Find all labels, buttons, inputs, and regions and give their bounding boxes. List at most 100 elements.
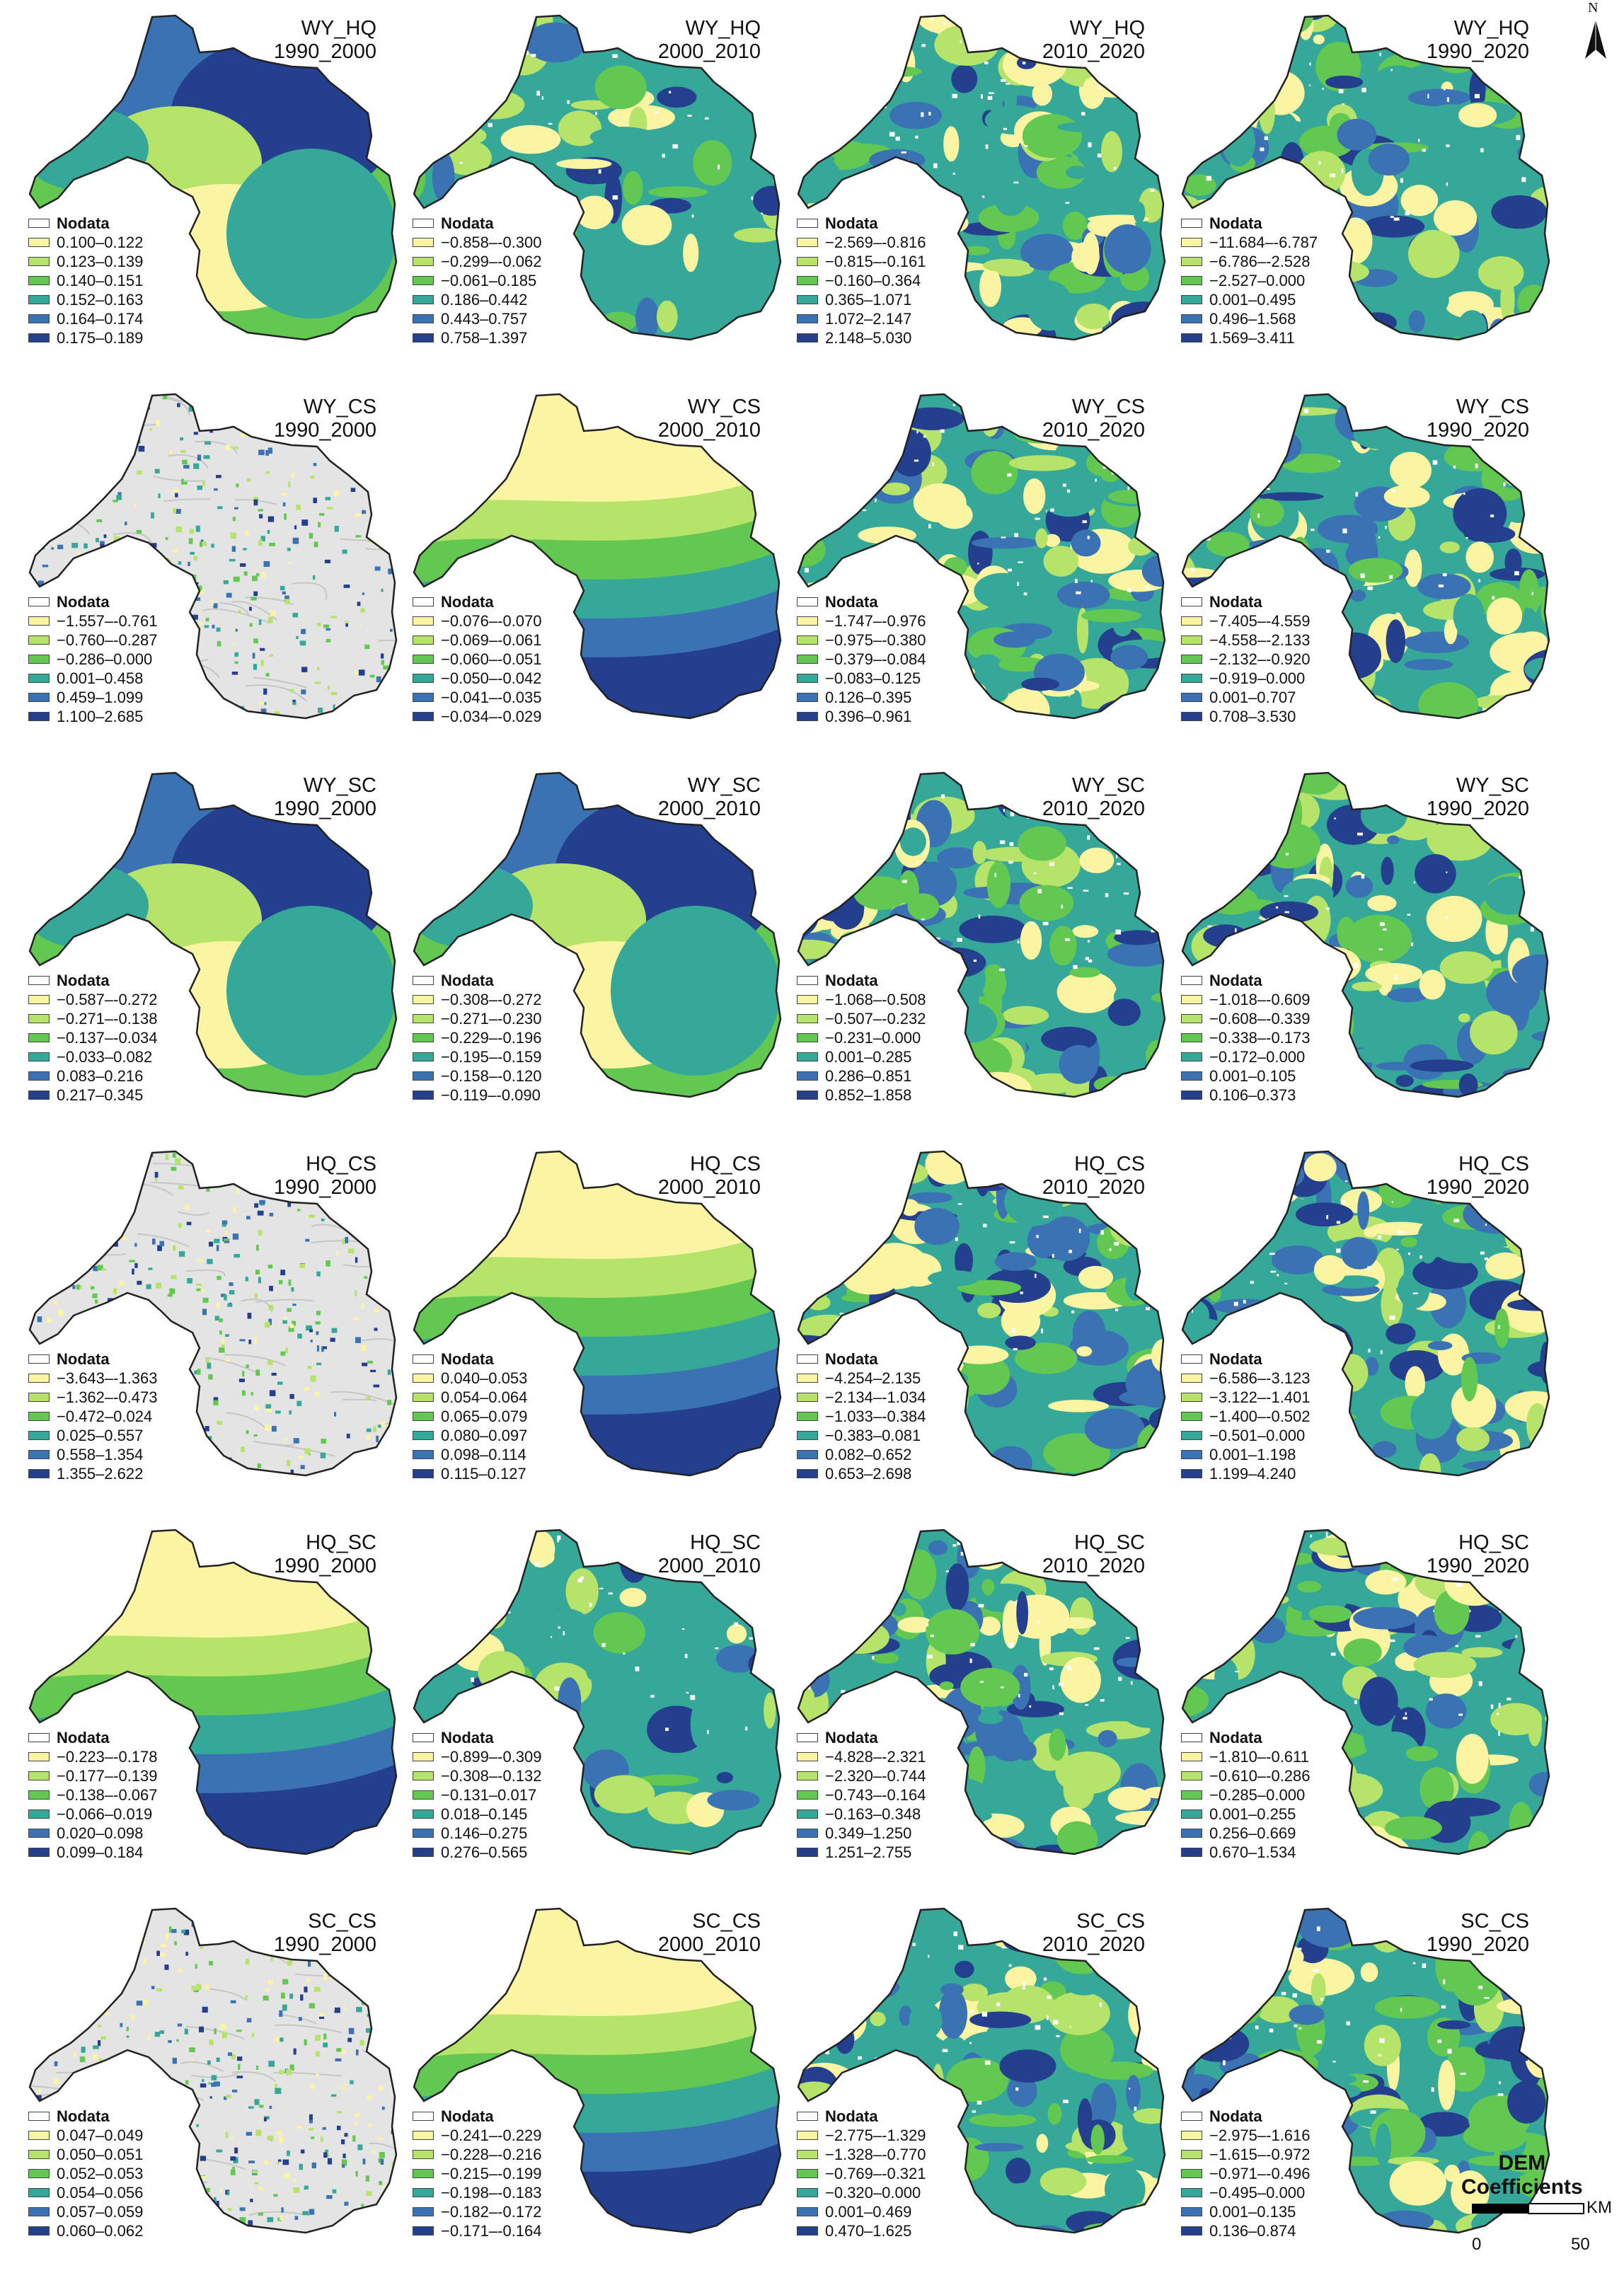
legend-swatch-nodata <box>1181 1354 1202 1364</box>
legend-row-nodata: Nodata <box>797 2107 926 2126</box>
legend-label: 0.001–0.707 <box>1209 689 1296 706</box>
legend-label: −1.810–-0.611 <box>1209 1748 1309 1766</box>
legend-swatch <box>28 1412 50 1421</box>
legend-label: 0.001–1.198 <box>1209 1446 1296 1463</box>
legend-label: 0.152–0.163 <box>57 291 144 309</box>
legend-swatch-nodata <box>28 976 50 985</box>
legend-swatch <box>28 1809 50 1819</box>
legend-row: 0.001–0.255 <box>1181 1805 1311 1824</box>
legend-swatch <box>28 1469 50 1478</box>
legend-row: −0.061–0.185 <box>413 271 542 290</box>
legend-label-nodata: Nodata <box>57 593 110 611</box>
legend-title-line-2: Coefficients <box>1461 2175 1583 2199</box>
legend-row: −6.786–-2.528 <box>1181 252 1318 271</box>
legend-label: −0.177–-0.139 <box>57 1767 158 1785</box>
coefficient-map <box>1181 14 1550 341</box>
coefficient-map <box>413 393 782 720</box>
legend-row: 0.052–0.053 <box>28 2164 143 2183</box>
legend-swatch <box>28 1450 50 1459</box>
legend-row: 0.708–3.530 <box>1181 707 1311 726</box>
legend-row: −1.747–-0.976 <box>797 611 926 631</box>
legend-label: −0.076–-0.070 <box>441 612 542 630</box>
legend-swatch <box>413 1393 434 1402</box>
coefficient-map <box>797 1907 1166 2234</box>
panel-pair-label: HQ_SC <box>306 1531 376 1554</box>
legend-row: 0.001–0.458 <box>28 669 158 688</box>
legend-label-nodata: Nodata <box>1209 214 1262 232</box>
legend-swatch <box>28 1033 50 1042</box>
legend-label-nodata: Nodata <box>441 972 494 989</box>
legend-row: 0.496–1.568 <box>1181 309 1318 328</box>
coefficient-map <box>797 1150 1166 1477</box>
legend-swatch <box>1181 276 1202 285</box>
legend-row: 0.057–0.059 <box>28 2202 143 2221</box>
legend-swatch <box>28 314 50 323</box>
legend-label: −0.198–-0.183 <box>441 2184 542 2202</box>
legend-row: −6.586–-3.123 <box>1181 1369 1311 1388</box>
legend-swatch <box>1181 1829 1202 1838</box>
legend-label: 0.040–0.053 <box>441 1369 528 1387</box>
legend-label: 1.199–4.240 <box>1209 1465 1296 1483</box>
legend-swatch <box>413 2207 434 2216</box>
panel-pair-label: WY_CS <box>1456 396 1529 418</box>
north-arrow-letter: N <box>1588 0 1599 16</box>
legend-row: −1.557–-0.761 <box>28 611 158 631</box>
legend-swatch <box>413 1848 434 1857</box>
legend-label: −0.308–-0.272 <box>441 991 542 1008</box>
legend-swatch-nodata <box>797 976 818 985</box>
legend-swatch <box>413 2131 434 2140</box>
legend-label: −0.501–0.000 <box>1209 1427 1306 1444</box>
coefficient-map <box>28 1907 398 2234</box>
legend-swatch <box>28 995 50 1004</box>
legend-row: −0.495–0.000 <box>1181 2183 1311 2202</box>
legend-swatch <box>28 1052 50 1061</box>
panel-title: WY_SC 2000_2010 <box>658 774 761 821</box>
coefficient-map <box>1181 393 1550 720</box>
legend-label: −0.379–-0.084 <box>825 650 926 668</box>
legend-label: 0.140–0.151 <box>57 272 144 289</box>
legend-swatch <box>797 1071 818 1081</box>
legend-swatch <box>28 655 50 664</box>
legend-row: −0.899–-0.309 <box>413 1747 542 1766</box>
legend-swatch <box>28 616 50 626</box>
legend-swatch <box>797 1848 818 1857</box>
panel-legend: Nodata −4.828–-2.321 −2.320–-0.744 −0.743–-… <box>797 1728 926 1862</box>
legend-row: −0.076–-0.070 <box>413 611 542 631</box>
panel-period-label: 2010_2020 <box>1042 1176 1145 1199</box>
legend-swatch <box>28 1071 50 1081</box>
legend-swatch <box>413 712 434 721</box>
legend-row-nodata: Nodata <box>1181 2107 1311 2126</box>
legend-row: 0.082–0.652 <box>797 1445 926 1464</box>
legend-row-nodata: Nodata <box>28 1728 158 1747</box>
legend-swatch <box>413 2226 434 2235</box>
panel-legend: Nodata −1.557–-0.761 −0.760–-0.287 −0.286–0… <box>28 592 158 726</box>
legend-row: −0.083–0.125 <box>797 669 926 688</box>
legend-label: −11.684–-6.787 <box>1209 234 1318 251</box>
legend-label: 0.050–0.051 <box>57 2146 144 2163</box>
legend-row: −0.034–-0.029 <box>413 707 542 726</box>
legend-row: 0.098–0.114 <box>413 1445 527 1464</box>
legend-label-nodata: Nodata <box>441 214 494 232</box>
legend-swatch <box>797 1412 818 1421</box>
scale-bar-unit: KM <box>1586 2198 1612 2217</box>
panel-legend: Nodata −1.747–-0.976 −0.975–-0.380 −0.379–-… <box>797 592 926 726</box>
panel-legend: Nodata −1.018–-0.609 −0.608–-0.339 −0.338–-… <box>1181 971 1311 1105</box>
legend-row: −0.060–-0.051 <box>413 650 542 669</box>
legend-swatch <box>1181 2207 1202 2216</box>
legend-label: −0.320–0.000 <box>825 2184 921 2202</box>
legend-row: 0.060–0.062 <box>28 2221 143 2240</box>
legend-swatch-nodata <box>797 597 818 606</box>
legend-row: 0.054–0.056 <box>28 2183 143 2202</box>
legend-swatch <box>797 1450 818 1459</box>
legend-row: 0.217–0.345 <box>28 1086 158 1105</box>
legend-swatch <box>797 1809 818 1819</box>
map-panel-sc-cs-1990-2000: SC_CS 1990_2000 Nodata 0.047–0.049 0.050–0.0… <box>14 1900 405 2268</box>
legend-row: 0.758–1.397 <box>413 328 542 347</box>
legend-label: −2.320–-0.744 <box>825 1767 926 1785</box>
legend-row: −0.587–-0.272 <box>28 990 158 1009</box>
legend-label: −1.557–-0.761 <box>57 612 158 630</box>
panel-legend: Nodata −4.254–2.135 −2.134–-1.034 −1.033–-0… <box>797 1350 926 1483</box>
legend-swatch-nodata <box>413 1733 434 1742</box>
panel-legend: Nodata −0.076–-0.070 −0.069–-0.061 −0.060–-… <box>413 592 542 726</box>
legend-swatch <box>1181 333 1202 343</box>
